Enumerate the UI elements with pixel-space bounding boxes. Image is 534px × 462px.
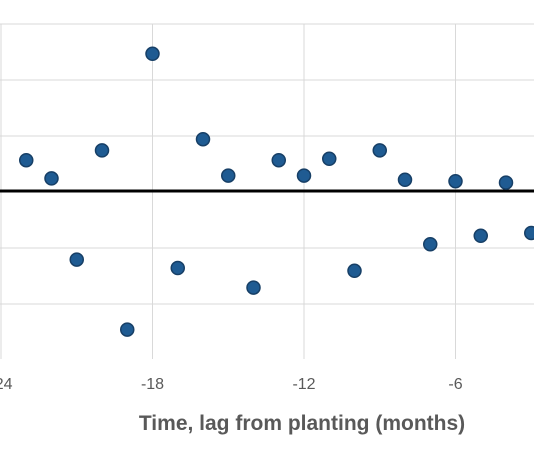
x-tick-label: -6 bbox=[448, 376, 462, 393]
data-point bbox=[170, 260, 185, 276]
data-point bbox=[19, 152, 34, 168]
data-point bbox=[44, 171, 59, 186]
x-axis-title: Time, lag from planting (months) bbox=[139, 412, 465, 435]
data-point bbox=[296, 168, 312, 183]
data-point bbox=[271, 152, 286, 168]
data-point bbox=[322, 151, 337, 167]
data-point bbox=[372, 143, 387, 158]
data-point bbox=[423, 236, 438, 252]
data-point bbox=[347, 263, 362, 279]
data-point bbox=[397, 172, 413, 188]
x-tick-label: -18 bbox=[141, 376, 164, 393]
data-point bbox=[221, 168, 236, 183]
data-point bbox=[94, 143, 110, 158]
data-point bbox=[448, 173, 463, 189]
x-tick-labels: -24 -18 -12 -6 bbox=[0, 376, 463, 393]
data-point bbox=[524, 225, 534, 241]
data-point bbox=[246, 280, 261, 295]
data-point bbox=[195, 131, 211, 147]
data-point bbox=[498, 175, 514, 190]
data-point bbox=[69, 252, 84, 267]
data-points bbox=[19, 46, 534, 337]
data-point bbox=[145, 46, 160, 62]
data-point bbox=[473, 228, 488, 244]
data-point bbox=[120, 322, 135, 337]
x-tick-label: -24 bbox=[0, 376, 13, 393]
x-tick-label: -12 bbox=[292, 376, 315, 393]
